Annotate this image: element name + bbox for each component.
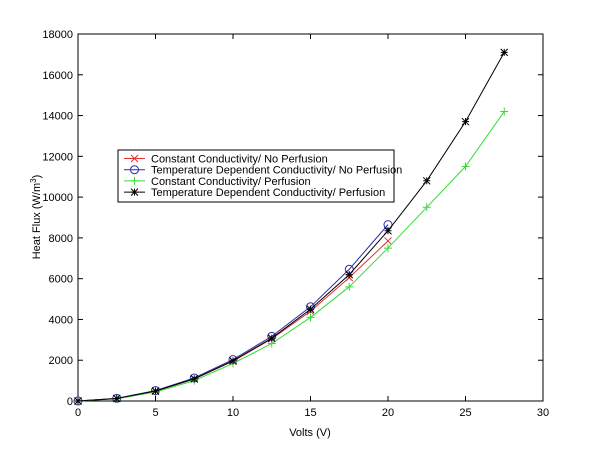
data-point [345,282,354,291]
y-tick-label: 12000 [42,151,73,163]
y-axis-label-superscript: 3 [29,178,38,183]
y-tick-label: 10000 [42,192,73,204]
data-point [422,176,431,185]
data-point [384,237,392,245]
legend: Constant Conductivity/ No PerfusionTempe… [117,149,402,203]
data-point [461,117,470,126]
x-tick-label: 15 [304,407,316,419]
y-axis-label: Heat Flux (W/m3) [29,175,43,260]
data-point [267,334,276,343]
x-axis-label: Volts (V) [289,427,331,439]
series-line [77,52,505,402]
x-tick-label: 30 [537,407,549,419]
data-point [384,226,392,235]
y-tick-label: 8000 [49,233,73,245]
x-tick-label: 25 [459,407,471,419]
series-line [77,111,505,402]
data-point [500,107,509,116]
data-point [74,397,82,405]
y-tick-label: 16000 [42,70,73,82]
legend-entry: Temperature Dependent Conductivity/ Perf… [124,187,385,199]
data-point [461,162,470,171]
legend-entry: Constant Conductivity/ No Perfusion [124,154,328,166]
x-tick-label: 20 [382,407,394,419]
data-point [151,387,160,395]
legend-marker [130,165,139,175]
y-tick-label: 6000 [49,274,73,286]
legend-entry: Constant Conductivity/ Perfusion [124,176,311,188]
legend-label: Temperature Dependent Conductivity/ No P… [151,165,402,177]
legend-entries: Constant Conductivity/ No PerfusionTempe… [124,154,402,199]
y-tick-label: 2000 [49,355,73,367]
data-point [190,374,199,383]
legend-label: Temperature Dependent Conductivity/ Perf… [151,187,385,199]
data-point [229,356,237,365]
legend-label: Constant Conductivity/ No Perfusion [151,154,328,166]
x-tick-label: 10 [227,407,239,419]
legend-box [117,149,395,203]
y-tick-label: 14000 [42,111,73,123]
legend-entry: Temperature Dependent Conductivity/ No P… [124,165,402,177]
data-point [112,394,121,403]
legend-marker [130,176,139,185]
axis-ticks: 0 5 10 15 20 25 30 0 2000 4000 6000 8000 10000 12000 1… [42,29,549,419]
y-tick-label: 4000 [49,314,73,326]
legend-marker [130,154,139,163]
legend-marker [130,188,139,196]
legend-label: Constant Conductivity/ Perfusion [151,176,311,188]
y-axis-label-close: ) [31,175,43,179]
data-point [345,270,354,279]
data-point [500,48,509,57]
x-tick-label: 0 [75,407,81,419]
series-3 [74,48,509,405]
data-point [306,305,315,314]
data-point [384,244,392,253]
data-point [306,313,315,322]
data-point [422,203,431,212]
y-axis-label-main: Heat Flux (W/m [31,183,43,259]
plot-frame [77,33,544,402]
series-layer [73,48,509,406]
y-tick-label: 0 [67,396,73,408]
x-tick-label: 5 [152,407,158,419]
y-tick-label: 18000 [42,29,73,41]
